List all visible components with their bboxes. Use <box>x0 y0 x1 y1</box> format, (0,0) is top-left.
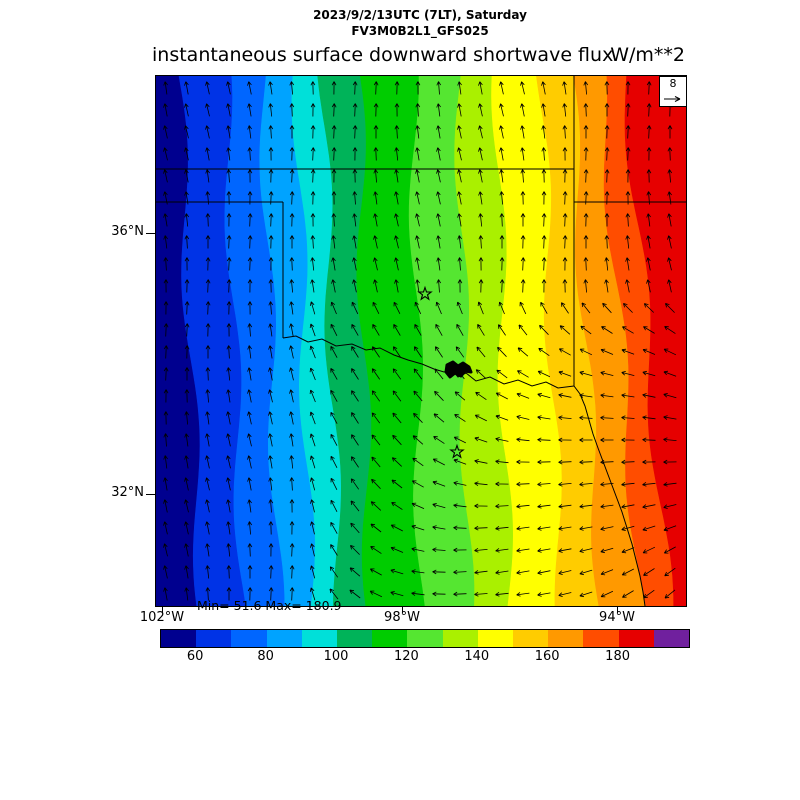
colorbar-segment <box>618 630 654 647</box>
colorbar-labels: 60 80 100 120 140 160 180 <box>160 649 688 665</box>
colorbar-segment <box>407 630 443 647</box>
colorbar-tick-label: 160 <box>534 649 560 664</box>
city-star <box>449 443 465 459</box>
colorbar-segment <box>231 630 267 647</box>
colorbar-tick-label: 120 <box>393 649 419 664</box>
state-border <box>282 335 575 389</box>
map-area <box>155 75 687 607</box>
map-svg <box>156 76 686 606</box>
lon-tick-label: 102°W <box>139 610 185 625</box>
colorbar-segment <box>266 630 302 647</box>
minmax-label: Min= 51.6 Max= 180.9 <box>197 598 342 613</box>
colorbar-segment <box>477 630 514 647</box>
colorbar-segment <box>548 630 584 647</box>
lat-tick-label: 36°N <box>111 224 144 239</box>
lon-tick <box>402 607 403 613</box>
lat-tick-label: 32°N <box>111 485 144 500</box>
lat-tick <box>146 494 155 495</box>
colorbar-tick-label: 140 <box>464 649 490 664</box>
lon-tick-label: 98°W <box>384 610 420 625</box>
colorbar-segment <box>513 630 549 647</box>
colorbar <box>160 629 690 648</box>
colorbar-segment <box>653 630 690 647</box>
lon-tick-label: 94°W <box>599 610 635 625</box>
lon-tick <box>162 607 163 613</box>
colorbar-segment <box>161 630 197 647</box>
colorbar-segment <box>337 630 373 647</box>
reference-vector-arrow-icon <box>664 96 681 102</box>
colorbar-segment <box>301 630 338 647</box>
flux-band <box>624 76 686 606</box>
plot-title: instantaneous surface downward shortwave… <box>152 44 614 66</box>
wind-vectors <box>163 81 677 601</box>
header-datetime: 2023/9/2/13UTC (7LT), Saturday <box>313 8 527 22</box>
reference-vector-value: 8 <box>669 77 677 90</box>
lon-tick <box>617 607 618 613</box>
lat-tick <box>146 233 155 234</box>
colorbar-tick-label: 80 <box>257 649 274 664</box>
lake-polygon <box>444 360 473 379</box>
reference-vector-box: 8 <box>659 76 687 107</box>
state-border <box>573 385 646 606</box>
colorbar-tick-label: 180 <box>605 649 630 664</box>
colorbar-tick-label: 60 <box>186 649 204 664</box>
colorbar-tick-label: 100 <box>323 649 349 664</box>
plot-units-label: W/m**2 <box>610 44 685 66</box>
header-model-id: FV3M0B2L1_GFS025 <box>351 24 489 38</box>
colorbar-segment <box>442 630 478 647</box>
colorbar-segment <box>583 630 619 647</box>
colorbar-segment <box>372 630 408 647</box>
colorbar-segment <box>196 630 232 647</box>
city-star <box>417 285 433 301</box>
